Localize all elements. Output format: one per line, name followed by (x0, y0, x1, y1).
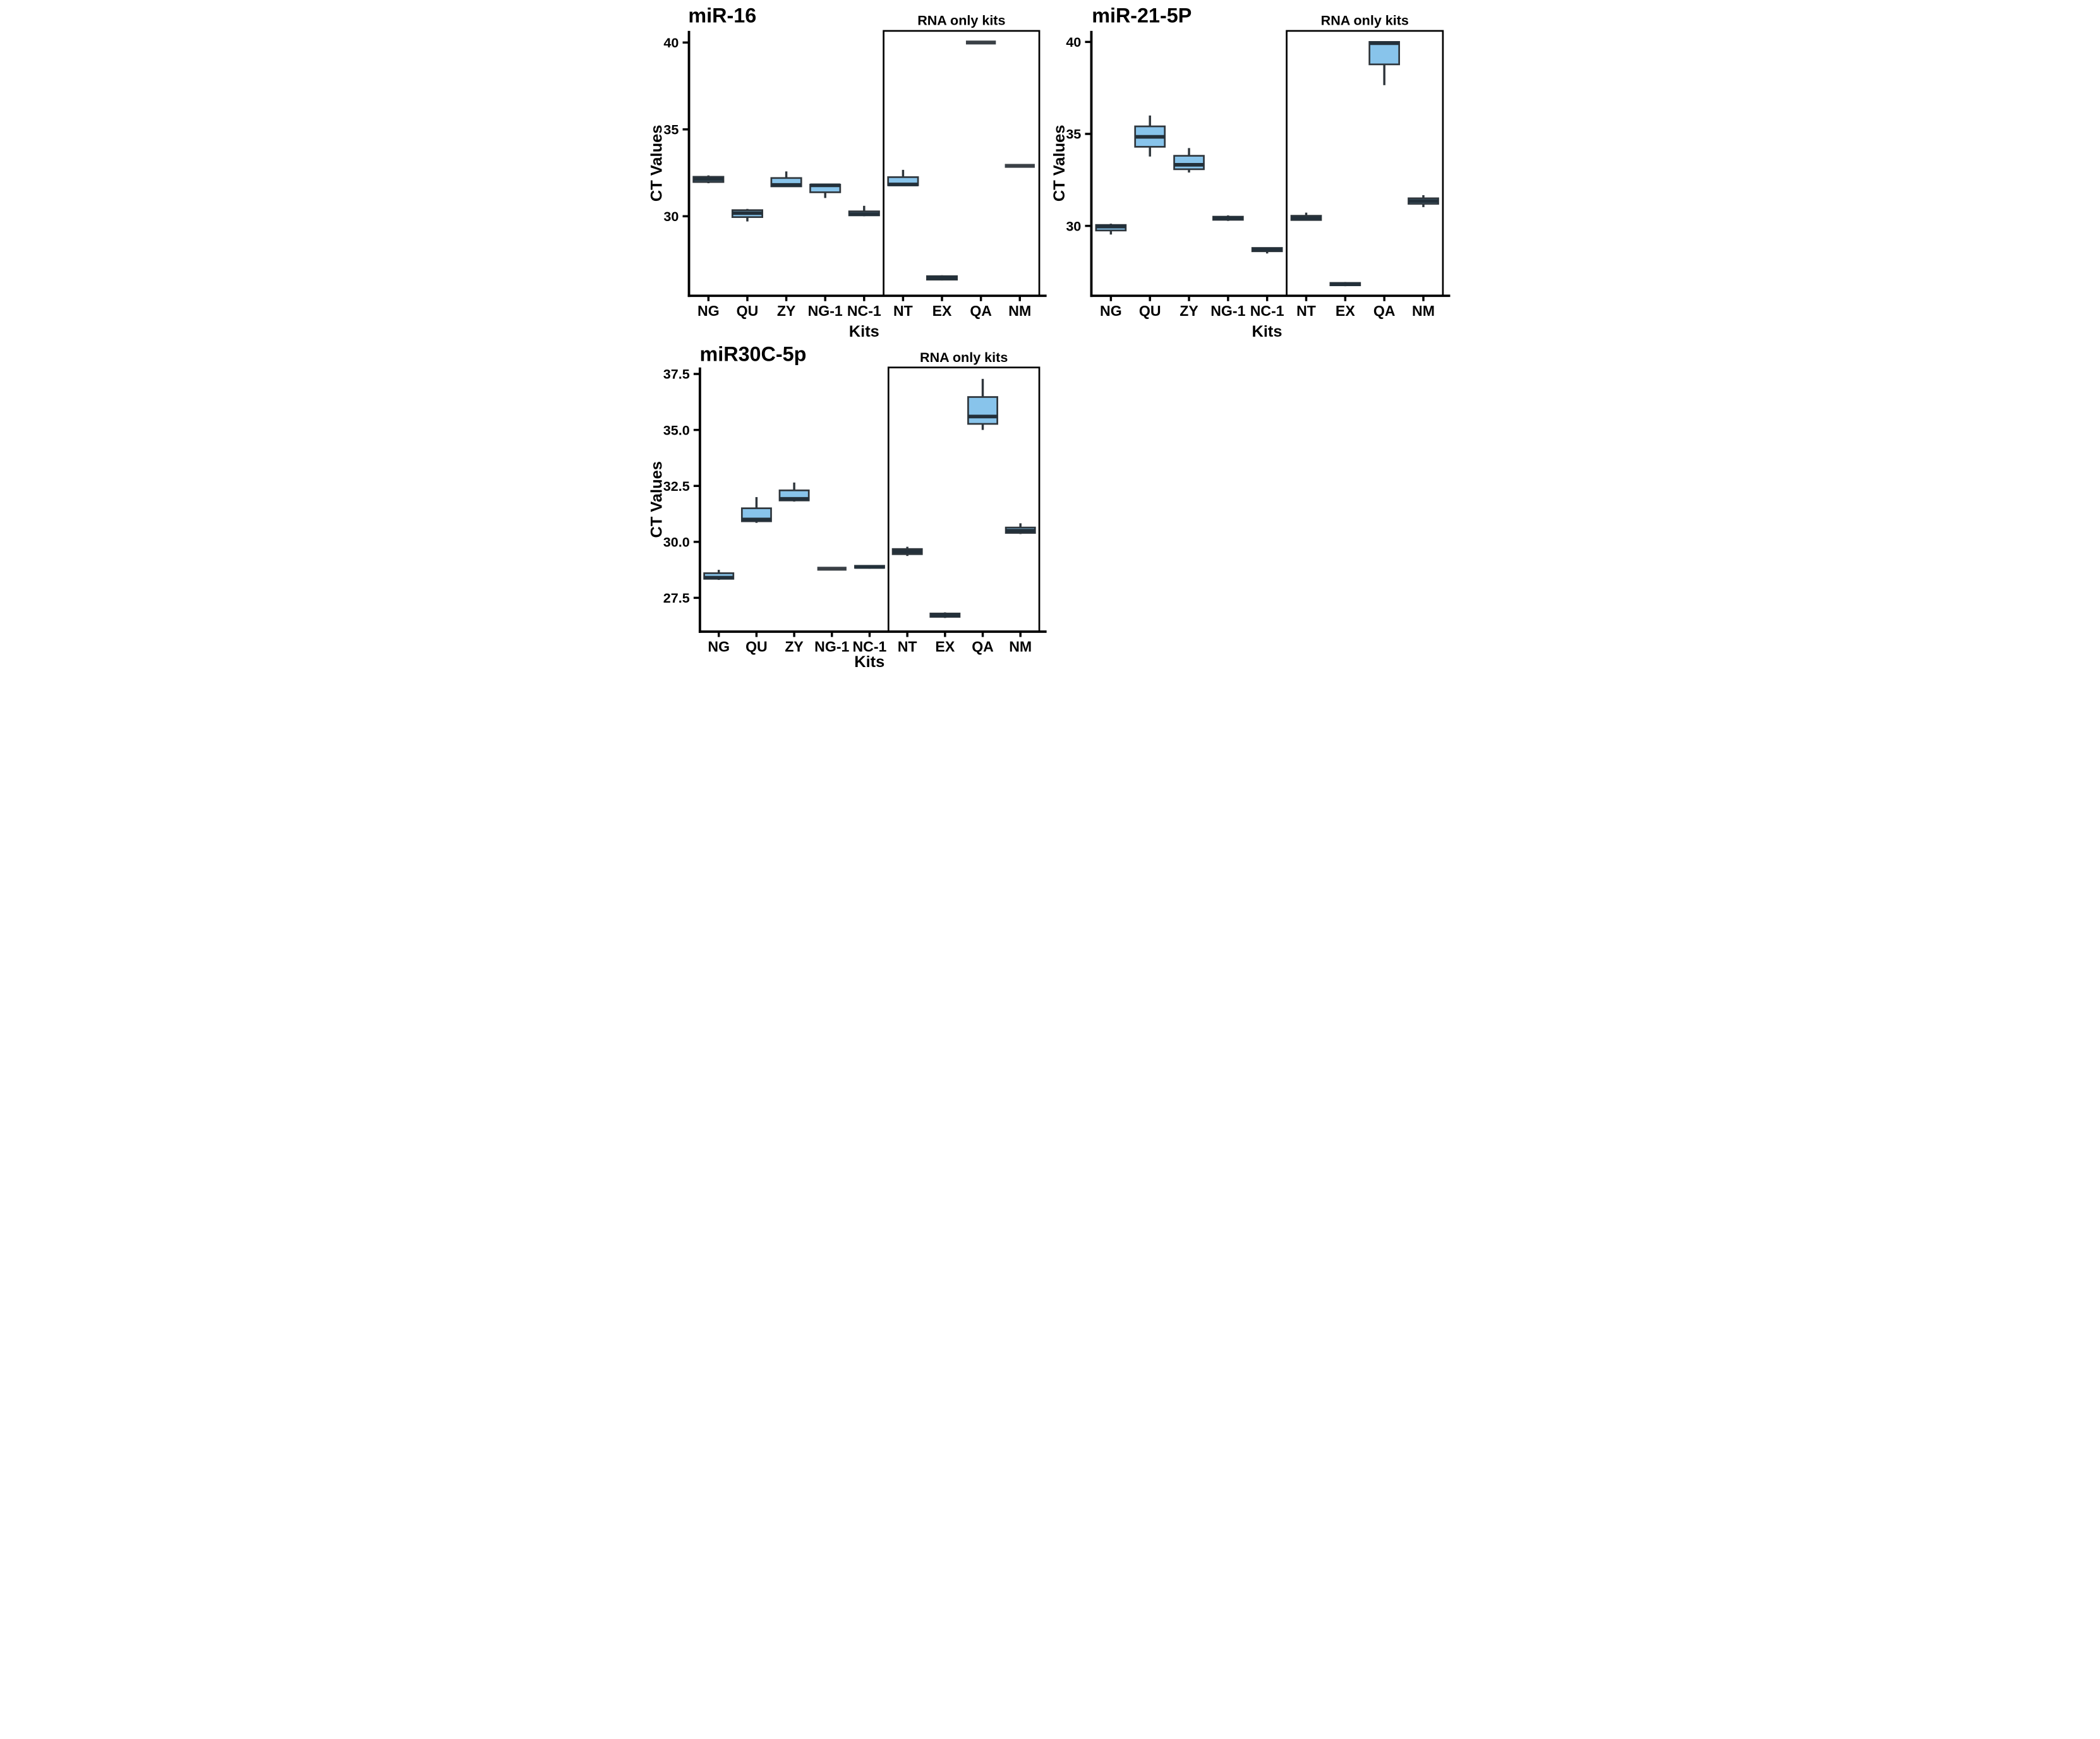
category-label-QA: QA (1373, 303, 1396, 319)
category-label-NG: NG (697, 303, 720, 319)
rna-only-kits-box (887, 366, 1041, 633)
category-label-QA: QA (970, 303, 992, 319)
category-label-ZY: ZY (777, 303, 796, 319)
category-label-ZY: ZY (1180, 303, 1198, 319)
category-label-QU: QU (745, 639, 768, 655)
category-label-NG-1: NG-1 (808, 303, 843, 319)
box-QA (967, 396, 998, 425)
rna-only-kits-label: RNA only kits (920, 349, 1008, 365)
category-label-NC-1: NC-1 (1250, 303, 1284, 319)
category-label-QU: QU (1139, 303, 1161, 319)
mir-16-panel: miR-16 RNA only kits CT Values Kits 30 35… (646, 0, 1050, 341)
category-label-NM: NM (1008, 303, 1031, 319)
x-axis-label: Kits (854, 653, 884, 670)
rna-only-kits-box (1286, 30, 1444, 297)
y-axis-label: CT Values (1051, 125, 1068, 202)
category-label-ZY: ZY (785, 639, 804, 655)
plot-area: 30 35 40 NG QU ZY NG-1 NC-1 NT EX QA NM (663, 30, 1047, 319)
category-label-NG-1: NG-1 (1210, 303, 1245, 319)
plot-title: miR30C-5p (699, 342, 806, 365)
y-tick-label-37.5: 37.5 (663, 366, 690, 382)
category-label-NM: NM (1412, 303, 1435, 319)
category-label-NG: NG (708, 639, 730, 655)
mir-21-5p-chart: miR-21-5P RNA only kits CT Values Kits 3… (1051, 4, 1451, 340)
y-tick-label-32.5: 32.5 (663, 478, 690, 494)
mir30c-5p-panel: miR30C-5p RNA only kits CT Values Kits 2… (646, 340, 1050, 670)
y-tick-label-30: 30 (1066, 218, 1081, 234)
category-label-QU: QU (737, 303, 759, 319)
mir-16-chart: miR-16 RNA only kits CT Values Kits 30 35… (648, 4, 1047, 340)
y-tick-label-35: 35 (663, 122, 679, 138)
rna-only-kits-label: RNA only kits (917, 13, 1005, 28)
category-label-NM: NM (1009, 639, 1032, 655)
x-axis-label: Kits (1252, 323, 1282, 340)
category-label-EX: EX (935, 639, 955, 655)
y-tick-label-27.5: 27.5 (663, 590, 690, 606)
y-tick-label-40: 40 (663, 35, 679, 51)
boxplot-figure: miR-16 RNA only kits CT Values Kits 30 35… (646, 0, 1454, 670)
rna-only-kits-box (883, 30, 1041, 297)
category-label-EX: EX (1336, 303, 1355, 319)
category-label-NT: NT (898, 639, 917, 655)
plot-area: 27.5 30.0 32.5 35.0 37.5 NG QU ZY NG-1 NC-1 NT EX QA… (663, 366, 1047, 655)
rna-only-kits-label: RNA only kits (1321, 13, 1409, 28)
y-axis-label: CT Values (648, 125, 665, 202)
category-label-NC-1: NC-1 (847, 303, 881, 319)
y-tick-label-30.0: 30.0 (663, 534, 690, 550)
category-label-NT: NT (893, 303, 913, 319)
y-tick-label-35.0: 35.0 (663, 422, 690, 438)
category-label-NG-1: NG-1 (814, 639, 849, 655)
y-axis-label: CT Values (648, 461, 665, 538)
x-axis-label: Kits (849, 323, 879, 340)
category-label-NT: NT (1296, 303, 1316, 319)
y-tick-label-30: 30 (663, 208, 679, 224)
empty-panel (1050, 340, 1454, 670)
category-label-NC-1: NC-1 (853, 639, 887, 655)
y-tick-label-40: 40 (1066, 34, 1081, 50)
box-ZY (1173, 155, 1205, 171)
box-QA (1368, 41, 1400, 66)
category-label-NG: NG (1100, 303, 1122, 319)
plot-area: 30 35 40 NG QU ZY NG-1 NC-1 NT EX QA NM (1066, 30, 1451, 319)
y-tick-label-35: 35 (1066, 126, 1081, 142)
plot-title: miR-16 (688, 4, 756, 27)
category-label-EX: EX (932, 303, 952, 319)
category-label-QA: QA (972, 639, 994, 655)
mir-21-5p-panel: miR-21-5P RNA only kits CT Values Kits 3… (1050, 0, 1454, 341)
mir30c-5p-chart: miR30C-5p RNA only kits CT Values Kits 2… (648, 342, 1047, 670)
plot-title: miR-21-5P (1092, 4, 1192, 27)
